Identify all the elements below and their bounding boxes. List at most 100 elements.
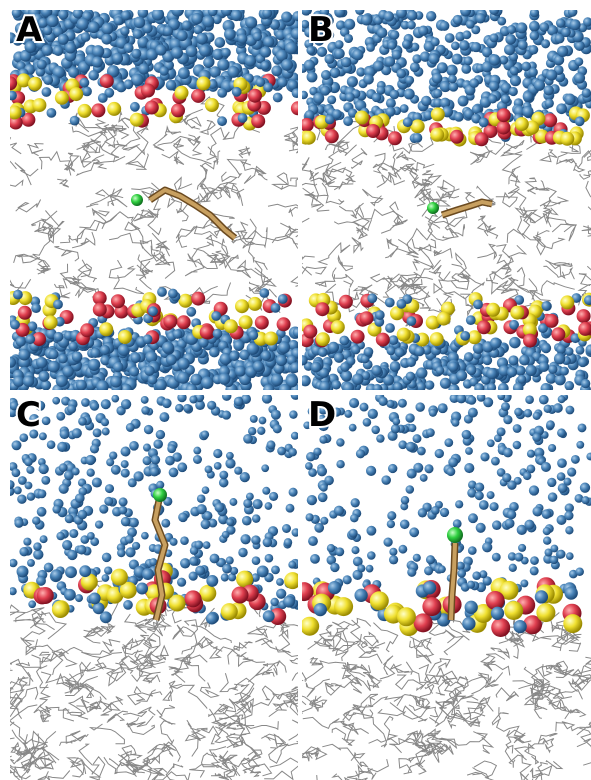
water (195, 565, 206, 576)
lipid-tail (26, 607, 45, 627)
headgroup (324, 129, 339, 144)
water (12, 35, 23, 46)
water (313, 602, 327, 617)
water (514, 407, 523, 417)
water (263, 36, 275, 48)
lipid-tail (184, 723, 201, 757)
water (283, 595, 295, 608)
water (96, 380, 109, 390)
lipid-tail (418, 174, 443, 192)
water (334, 10, 346, 18)
water (556, 472, 566, 481)
water (201, 486, 210, 495)
lipid-tail (66, 757, 87, 775)
water (506, 509, 517, 520)
water (120, 26, 130, 36)
lipid-tail (576, 738, 591, 748)
water (86, 468, 95, 477)
lipid-tail (275, 646, 298, 658)
water (526, 464, 536, 474)
water (259, 46, 272, 58)
headgroup (119, 581, 137, 599)
lipid-tail (556, 626, 575, 645)
lipid-tail (225, 768, 241, 780)
water (482, 576, 492, 586)
lipid-tail (147, 212, 162, 236)
water (18, 348, 31, 361)
water (509, 336, 521, 349)
lipid-tail (37, 757, 54, 770)
headgroup (163, 314, 178, 329)
water (398, 544, 408, 554)
water (77, 509, 88, 520)
water (360, 14, 373, 26)
water (431, 72, 443, 84)
water (149, 558, 158, 567)
water (500, 82, 512, 94)
water (509, 501, 519, 512)
water (310, 361, 322, 373)
lipid-tail (15, 686, 39, 719)
lipid-tail (302, 157, 313, 173)
headgroup (99, 322, 114, 337)
headgroup (536, 603, 556, 623)
lipid-tail (94, 188, 123, 198)
water (214, 37, 226, 48)
water (52, 505, 61, 514)
water (405, 441, 416, 452)
water (584, 295, 591, 306)
water (141, 531, 149, 540)
water (251, 556, 261, 566)
lipid-tail (67, 695, 89, 720)
water (557, 428, 566, 438)
lipid-tail (377, 706, 429, 720)
lipid-tail (38, 150, 71, 171)
water (91, 56, 103, 68)
water (512, 424, 522, 433)
water (528, 485, 540, 496)
headgroup (396, 327, 411, 342)
water (88, 70, 99, 81)
lipid-tail (418, 238, 437, 252)
water (120, 383, 132, 390)
lipid-tail (189, 764, 220, 778)
water (488, 94, 498, 104)
lipid-tail (389, 201, 404, 227)
water (475, 522, 486, 533)
lipid-tail (563, 223, 578, 242)
water (331, 380, 342, 390)
water (428, 53, 440, 65)
water (355, 449, 366, 459)
lipid-tail (91, 154, 126, 165)
lipid-tail (218, 722, 247, 741)
lipid-tail (159, 246, 171, 259)
water (574, 40, 585, 51)
lipid-tail (435, 693, 459, 709)
water (481, 47, 493, 58)
water (557, 395, 566, 404)
water (56, 411, 66, 421)
water (439, 80, 451, 93)
lipid-tail (412, 258, 441, 271)
lipid-tail (523, 743, 545, 765)
water (448, 74, 457, 84)
water (36, 506, 47, 517)
lipid-tail (583, 149, 591, 162)
water (465, 315, 476, 325)
lipid-tail (40, 671, 71, 689)
lipid-tail (91, 207, 110, 230)
water (550, 544, 559, 553)
lipid-tail (253, 260, 268, 285)
water (376, 27, 388, 39)
lipid-tail (471, 679, 499, 695)
lipid-tail (10, 278, 32, 289)
lipid-tail (121, 644, 143, 656)
lipid-tail (10, 658, 34, 682)
water (200, 430, 210, 439)
water (351, 546, 360, 555)
water (82, 86, 92, 97)
water (446, 64, 458, 76)
lipid-tail (368, 738, 402, 754)
lipid-tail (264, 757, 298, 780)
water (52, 26, 64, 37)
